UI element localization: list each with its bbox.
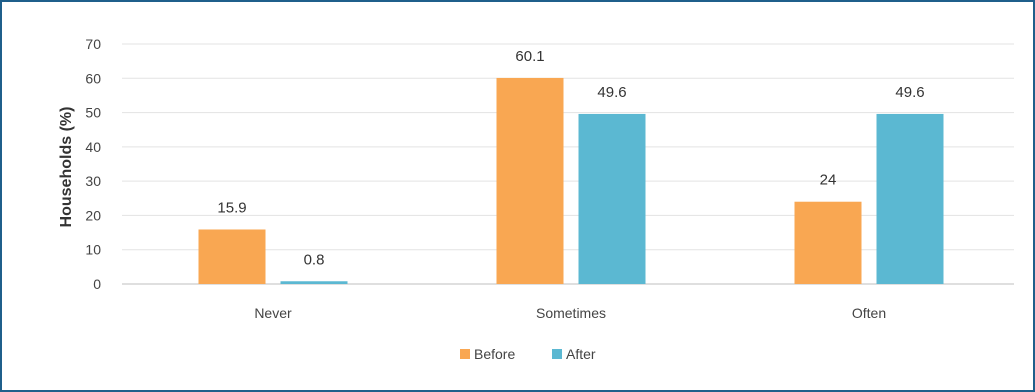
- bars: [198, 77, 944, 284]
- bar-before-often: [794, 201, 862, 284]
- y-tick-label: 20: [85, 207, 101, 223]
- category-labels: Never Sometimes Often: [254, 305, 886, 321]
- legend: Before After: [460, 346, 596, 362]
- bar-before-sometimes: [496, 77, 564, 284]
- data-label: 49.6: [597, 84, 626, 101]
- y-tick-label: 70: [85, 36, 101, 52]
- data-label: 24: [820, 172, 837, 189]
- legend-swatch-after: [552, 349, 562, 359]
- data-label: 49.6: [895, 84, 924, 101]
- gridlines: [122, 43, 1014, 285]
- bar-before-never: [198, 229, 266, 284]
- y-tick-label: 0: [93, 276, 101, 292]
- y-tick-label: 40: [85, 139, 101, 155]
- y-tick-label: 60: [85, 70, 101, 86]
- y-axis-label: Households (%): [58, 107, 75, 228]
- y-tick-label: 30: [85, 173, 101, 189]
- y-tick-label: 10: [85, 242, 101, 258]
- data-labels: 15.9 60.1 24 0.8 49.6 49.6: [217, 48, 924, 268]
- y-tick-label: 50: [85, 105, 101, 121]
- bar-after-never: [280, 281, 348, 284]
- legend-label-before: Before: [474, 346, 515, 362]
- category-label: Never: [254, 305, 292, 321]
- legend-label-after: After: [566, 346, 596, 362]
- category-label: Often: [852, 305, 886, 321]
- data-label: 0.8: [304, 251, 325, 268]
- legend-swatch-before: [460, 349, 470, 359]
- bar-after-sometimes: [578, 113, 646, 284]
- data-label: 60.1: [515, 48, 544, 65]
- bar-after-often: [876, 113, 944, 284]
- data-label: 15.9: [217, 199, 246, 216]
- category-label: Sometimes: [536, 305, 606, 321]
- y-tick-labels: 0 10 20 30 40 50 60 70: [85, 36, 101, 292]
